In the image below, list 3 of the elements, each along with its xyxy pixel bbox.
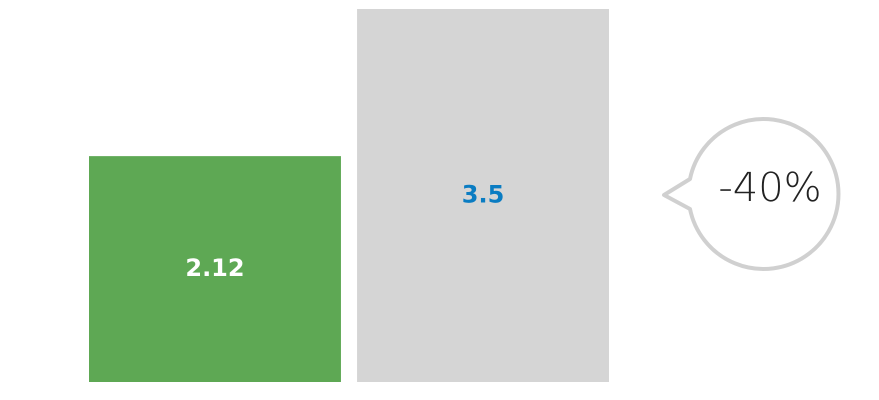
text: -40% — [717, 165, 823, 211]
data-label: 3.5 — [462, 180, 504, 208]
data-label: 2.12 — [185, 254, 245, 282]
